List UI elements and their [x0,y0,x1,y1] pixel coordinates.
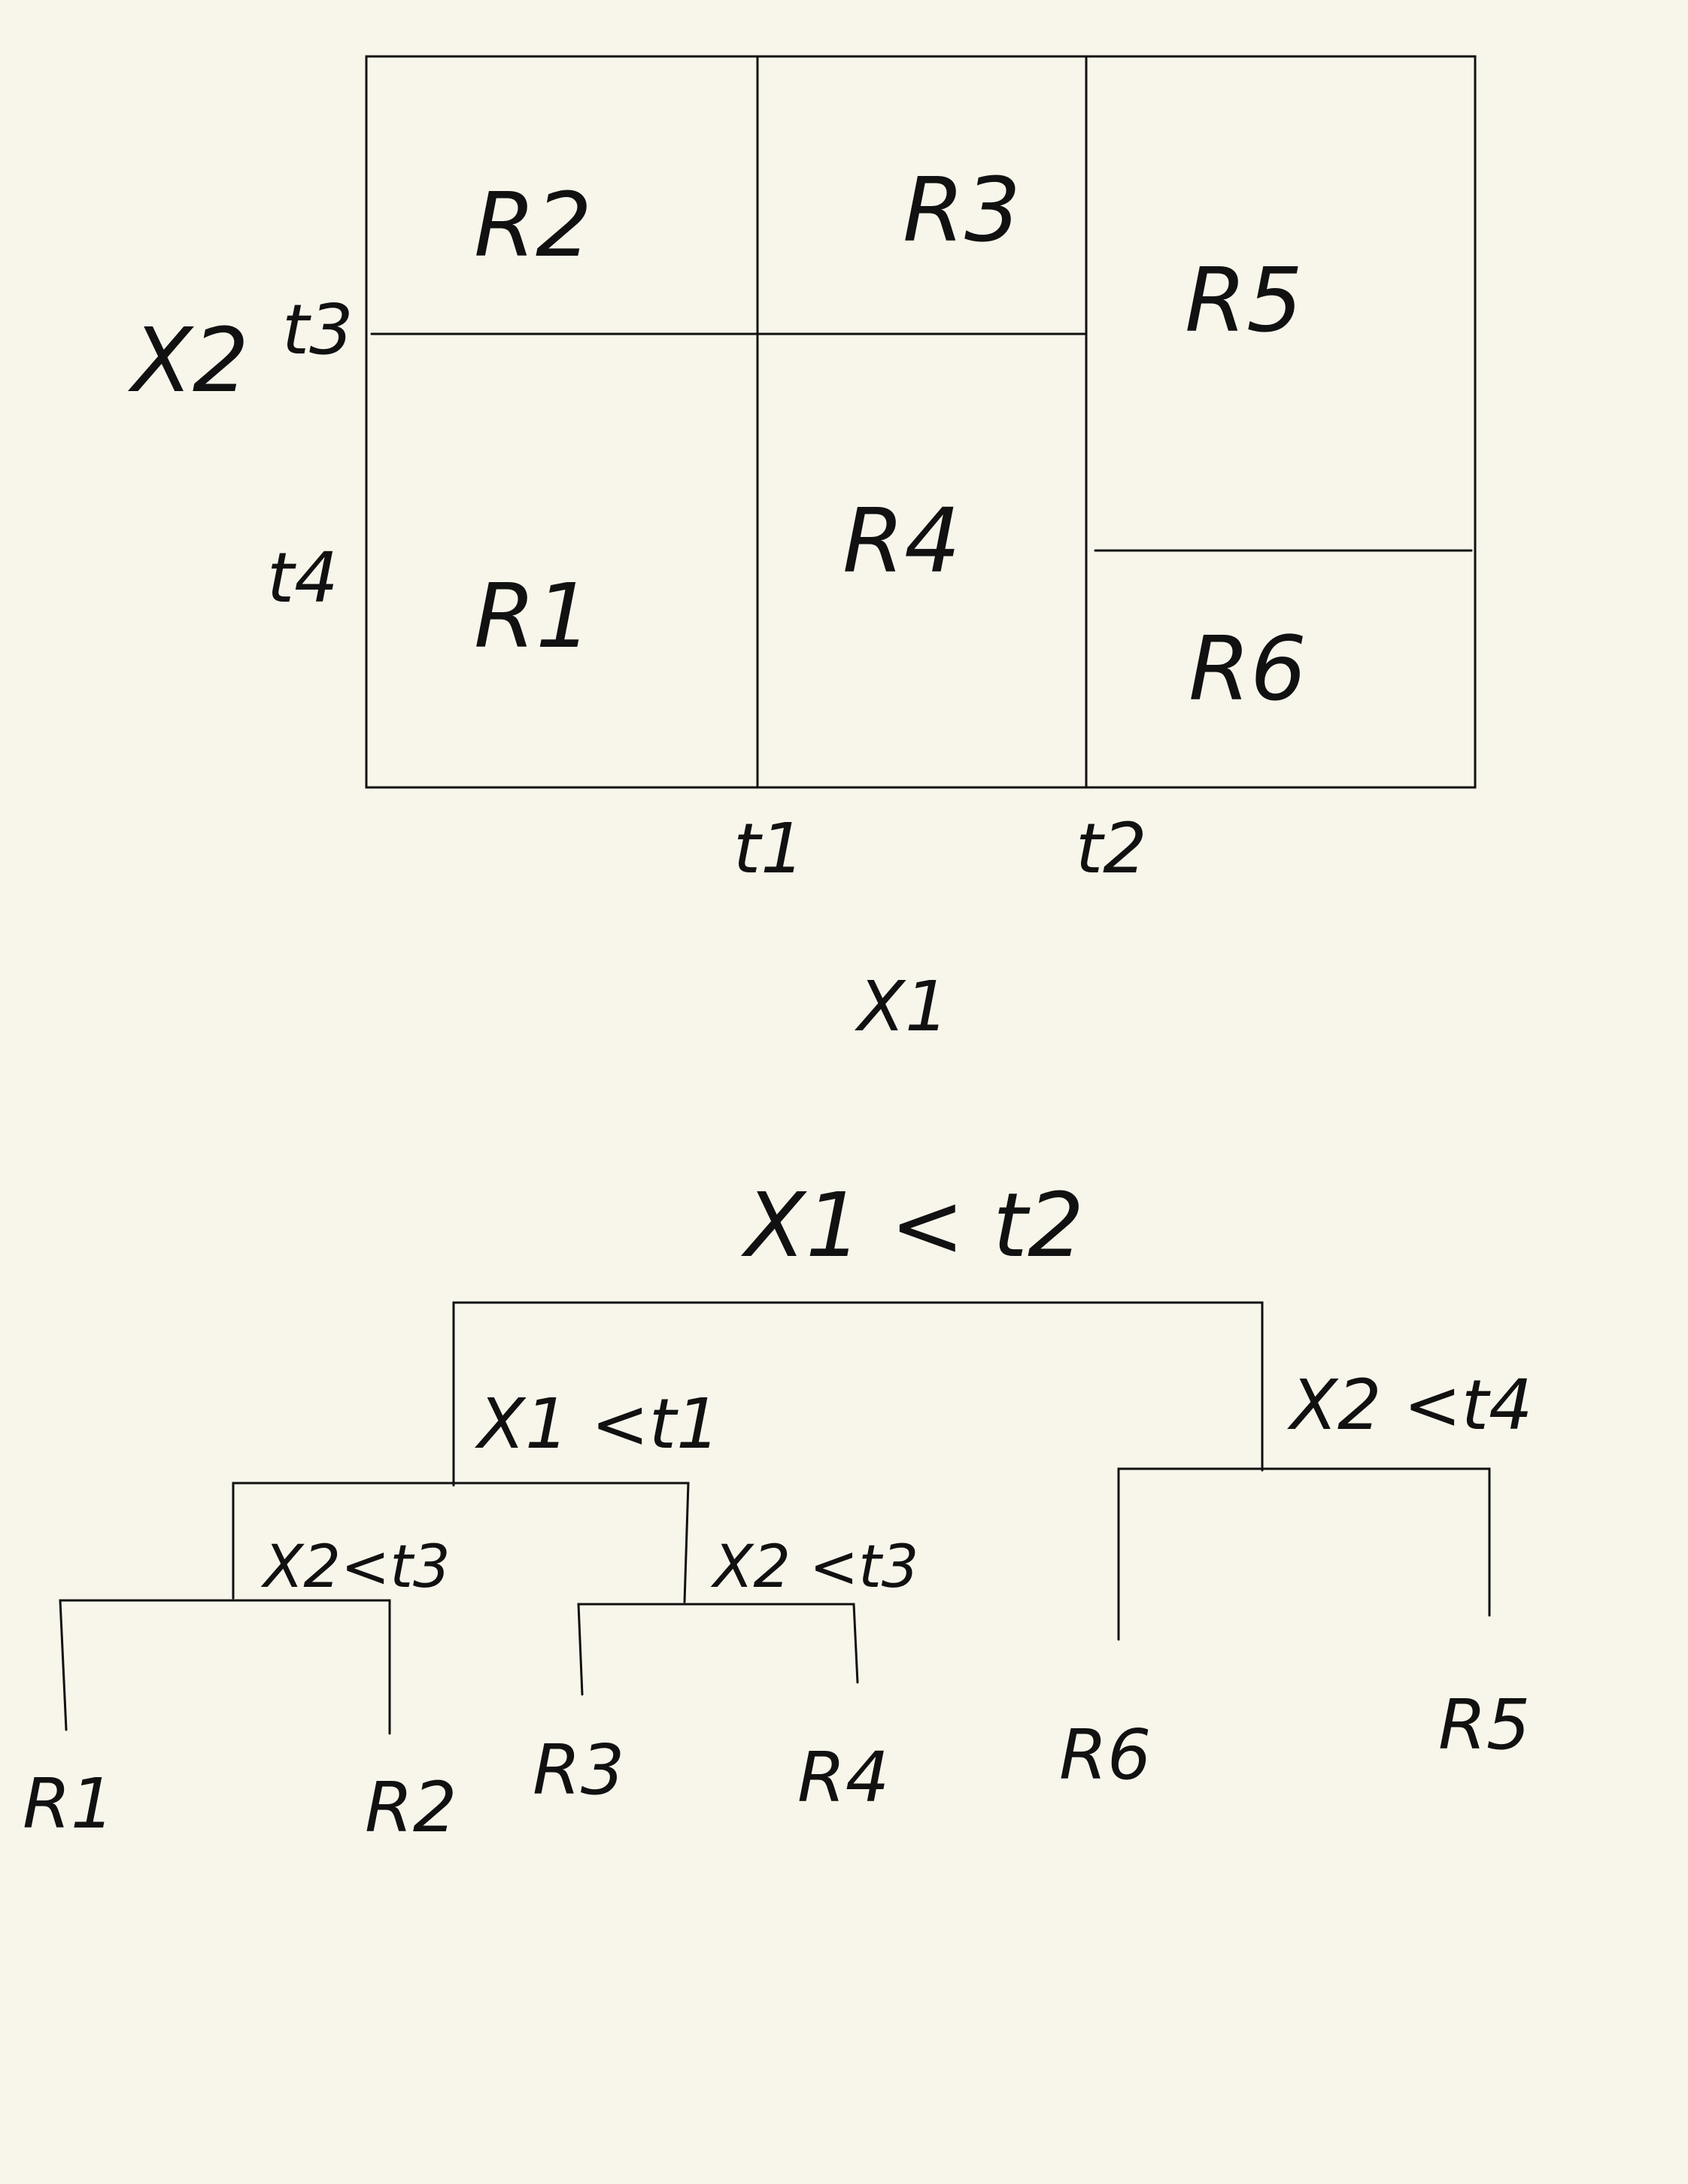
partition-frame [365,55,1477,789]
axis-x1-label: X1 [855,966,949,1047]
leaf-r1-label: R1 [23,1764,114,1844]
region-r2-label: R2 [474,173,592,277]
left-left-branch [59,1599,391,1735]
leaf-r3-label: R3 [533,1730,624,1810]
region-r4-label: R4 [842,489,961,593]
tick-t2-label: t2 [1076,808,1147,889]
decision-tree: X1 < t2 X2 <t4 X1 <t1 X2<t3 X2 <t3 R1 R2… [23,1173,1533,1848]
left-branch [232,1482,690,1603]
root-branch [452,1301,1264,1487]
leaf-r6-label: R6 [1059,1715,1151,1795]
right-split-label: X2 <t4 [1287,1365,1533,1445]
tick-t1-label: t1 [733,808,805,889]
left-right-split-label: X2 <t3 [710,1533,918,1601]
root-split-label: X1 < t2 [740,1173,1084,1277]
right-branch [1117,1467,1491,1641]
partition-plot: R2 R3 R5 R1 R4 R6 X2 t3 t4 t1 t2 X1 [127,55,1477,1047]
region-r6-label: R6 [1189,617,1307,720]
tick-t4-label: t4 [267,538,339,618]
tick-t3-label: t3 [282,290,354,370]
region-r3-label: R3 [903,158,1021,262]
axis-x2-label: X2 [127,308,249,412]
left-split-label: X1 <t1 [475,1384,721,1464]
leaf-r5-label: R5 [1438,1685,1530,1765]
left-left-split-label: X2<t3 [260,1533,451,1601]
leaf-r4-label: R4 [797,1737,889,1818]
region-r1-label: R1 [474,564,592,668]
leaf-r2-label: R2 [365,1767,457,1848]
region-r5-label: R5 [1185,248,1303,352]
left-right-branch [577,1603,859,1696]
